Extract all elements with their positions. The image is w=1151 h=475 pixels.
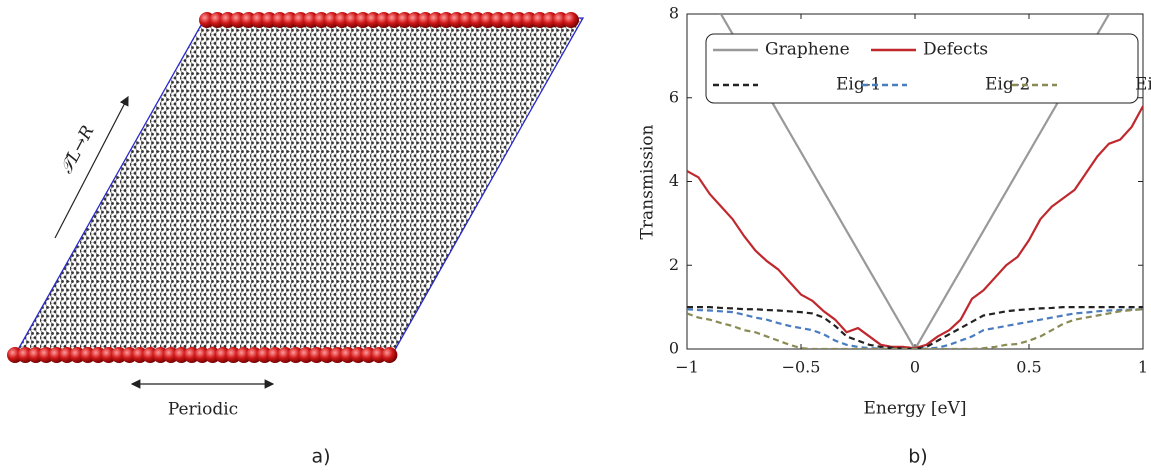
periodic-label: Periodic bbox=[168, 400, 238, 420]
x-tick-label: −0.5 bbox=[782, 358, 821, 377]
transport-label: 𝒯L→R bbox=[57, 122, 99, 177]
x-tick-label: 0.5 bbox=[1016, 358, 1041, 377]
y-axis-label: Transmission bbox=[638, 125, 658, 240]
y-tick-label: 6 bbox=[669, 87, 679, 106]
lattice bbox=[13, 17, 585, 356]
legend-label: Eig-1 bbox=[836, 75, 881, 95]
atom bbox=[563, 12, 579, 28]
series-line bbox=[687, 105, 1143, 349]
y-tick-label: 4 bbox=[669, 171, 679, 190]
series-line bbox=[687, 308, 1143, 349]
series-line bbox=[687, 306, 1143, 349]
panel-label: a) bbox=[311, 446, 330, 468]
y-tick-label: 8 bbox=[669, 4, 679, 23]
x-tick-label: 1 bbox=[1138, 358, 1148, 377]
series-line bbox=[687, 308, 1143, 349]
legend-label: Graphene bbox=[765, 40, 850, 60]
legend-label: Eig-2 bbox=[985, 75, 1030, 95]
x-tick-label: 0 bbox=[910, 358, 920, 377]
y-tick-label: 2 bbox=[669, 255, 679, 274]
lattice-diagram: 𝒯L→R Periodic a) bbox=[7, 12, 585, 468]
transport-arrow bbox=[54, 95, 129, 239]
atom bbox=[381, 347, 398, 363]
electrode-atoms bbox=[7, 12, 579, 363]
legend-label: Eig-3 bbox=[1135, 75, 1151, 95]
panel-label: b) bbox=[908, 446, 927, 468]
legend-label: Defects bbox=[923, 40, 988, 60]
y-tick-label: 0 bbox=[669, 339, 679, 358]
x-tick-label: −1 bbox=[675, 358, 699, 377]
x-axis-label: Energy [eV] bbox=[863, 399, 966, 419]
chart: b) Energy [eV] Transmission −1 −0.5 0 0.5 1 0… bbox=[638, 4, 1151, 468]
legend-box bbox=[705, 33, 1139, 104]
